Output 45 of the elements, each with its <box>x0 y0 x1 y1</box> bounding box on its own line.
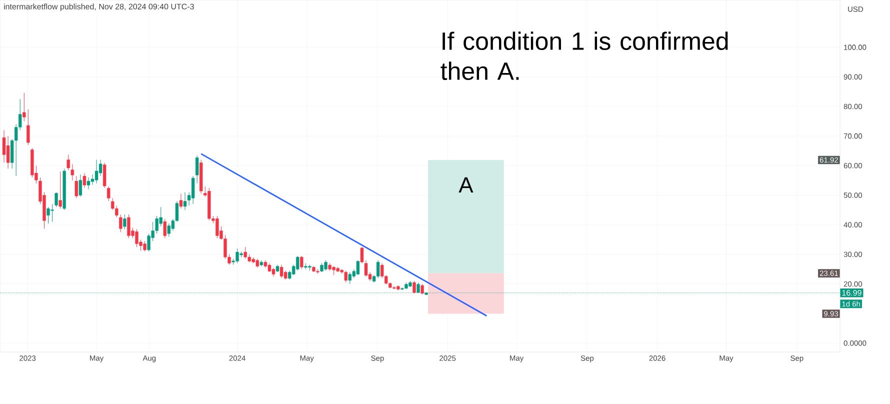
candlestick <box>224 234 227 260</box>
candlestick <box>119 214 122 232</box>
candlestick <box>86 177 90 190</box>
candlestick <box>127 214 130 238</box>
candlestick <box>50 204 54 222</box>
candlestick <box>58 171 62 209</box>
candlestick <box>94 159 98 184</box>
candlestick <box>74 176 78 198</box>
candlestick <box>280 264 284 278</box>
candlestick <box>82 172 86 188</box>
annotation: If condition 1 is confirmed then A. <box>440 32 728 80</box>
candlestick <box>296 256 300 271</box>
candlestick <box>420 284 424 295</box>
candlestick <box>107 186 110 202</box>
band-label: A <box>458 177 474 192</box>
candlestick <box>412 280 416 294</box>
candlestick <box>78 174 82 197</box>
candlestick <box>66 154 70 170</box>
candlestick <box>236 248 239 264</box>
candlestick <box>22 92 26 122</box>
candlestick <box>300 256 304 270</box>
candlestick <box>159 206 162 227</box>
candlestick <box>376 260 380 278</box>
chart-title: intermarketflow published, Nov 28, 2024 09:40 UTC-3 <box>4 4 194 11</box>
candlestick <box>143 240 146 252</box>
candlestick <box>356 260 360 276</box>
candlestick <box>54 192 58 208</box>
candlestick <box>115 205 118 218</box>
candlestick <box>155 216 158 234</box>
candlestick <box>244 246 247 260</box>
candlestick <box>324 260 328 271</box>
candlestick <box>179 193 183 209</box>
candlestick <box>102 162 106 188</box>
candlestick <box>46 206 50 224</box>
candlestick <box>163 218 166 238</box>
ref-line-label: 16.99 <box>842 290 862 296</box>
candlestick <box>147 233 150 252</box>
candlestick <box>26 109 30 146</box>
candlestick <box>183 192 187 210</box>
candlestick <box>135 228 138 248</box>
candlestick <box>216 216 219 238</box>
candlestick <box>123 214 126 230</box>
candlestick <box>344 270 348 283</box>
candlestick <box>167 223 171 237</box>
candlestick <box>70 164 74 181</box>
